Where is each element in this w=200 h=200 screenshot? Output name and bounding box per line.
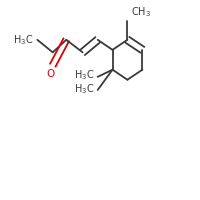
Text: H$_3$C: H$_3$C — [74, 68, 94, 82]
Text: H$_3$C: H$_3$C — [74, 83, 94, 96]
Text: O: O — [46, 69, 54, 79]
Text: CH$_3$: CH$_3$ — [131, 5, 151, 19]
Text: H$_3$C: H$_3$C — [13, 33, 33, 47]
